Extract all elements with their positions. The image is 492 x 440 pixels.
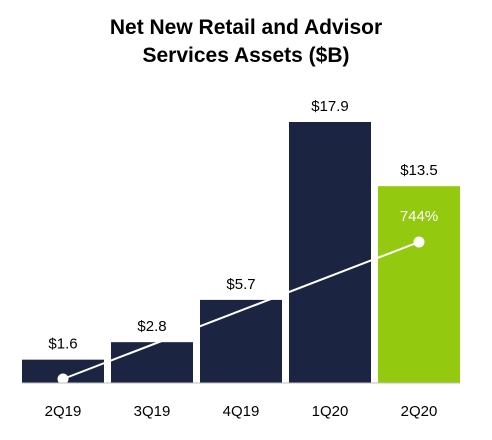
x-tick-2q20: 2Q20 xyxy=(401,403,438,420)
value-labels-group: $1.6 $2.8 $5.7 $17.9 $13.5 xyxy=(48,98,437,353)
chart-title-line-2: Services Assets ($B) xyxy=(142,44,350,67)
value-label-2q19: $1.6 xyxy=(48,336,77,353)
bar-2q20 xyxy=(378,186,460,383)
trend-line-group: 744% xyxy=(57,208,438,385)
bar-3q19 xyxy=(111,342,193,383)
chart-title-line-1: Net New Retail and Advisor xyxy=(109,16,383,39)
x-tick-3q19: 3Q19 xyxy=(134,403,171,420)
trend-end-point xyxy=(413,236,425,248)
trend-start-point xyxy=(57,373,69,385)
growth-percent-label: 744% xyxy=(400,208,438,225)
value-label-1q20: $17.9 xyxy=(311,98,349,115)
x-tick-2q19: 2Q19 xyxy=(45,403,82,420)
trend-line xyxy=(62,241,420,380)
bar-4q19 xyxy=(200,299,282,383)
chart-title: Net New Retail and Advisor Services Asse… xyxy=(0,14,492,70)
bars-group xyxy=(22,122,460,383)
x-tick-1q20: 1Q20 xyxy=(312,403,349,420)
x-tick-4q19: 4Q19 xyxy=(223,403,260,420)
value-label-4q19: $5.7 xyxy=(226,276,255,293)
tick-labels-group: 2Q19 3Q19 4Q19 1Q20 2Q20 xyxy=(45,403,438,420)
value-label-2q20: $13.5 xyxy=(400,162,438,179)
value-label-3q19: $2.8 xyxy=(137,318,166,335)
bar-1q20 xyxy=(289,122,371,383)
bar-2q19 xyxy=(22,359,104,383)
